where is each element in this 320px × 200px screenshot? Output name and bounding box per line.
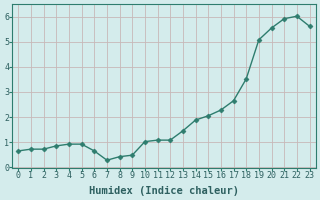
X-axis label: Humidex (Indice chaleur): Humidex (Indice chaleur) (89, 186, 239, 196)
